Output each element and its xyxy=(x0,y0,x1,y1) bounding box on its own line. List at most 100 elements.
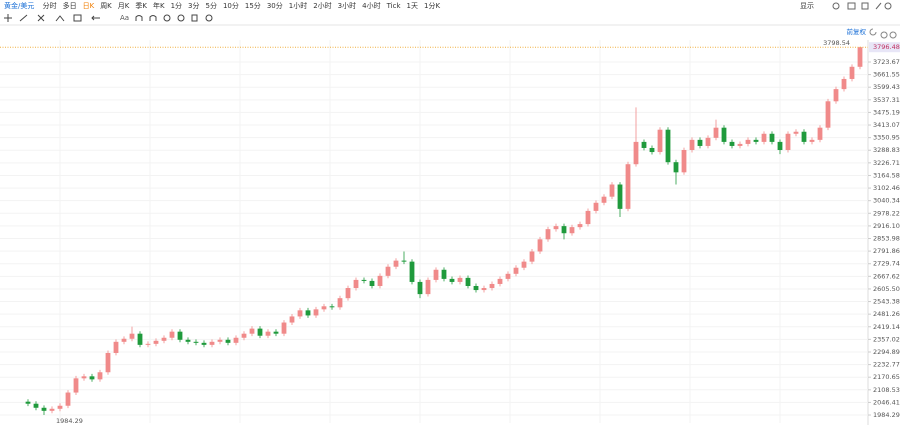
period-tab[interactable]: 周K xyxy=(100,2,112,10)
magnet-icon[interactable] xyxy=(135,15,143,22)
candle-body xyxy=(465,277,471,286)
candle-body xyxy=(145,343,151,345)
period-tab[interactable]: 5分 xyxy=(205,2,217,10)
candle-body xyxy=(153,340,159,344)
period-tab[interactable]: 月K xyxy=(117,2,130,10)
candle-body xyxy=(433,269,439,280)
candle-body xyxy=(257,328,263,336)
line-icon[interactable] xyxy=(19,14,28,22)
draw-icon[interactable] xyxy=(875,2,882,10)
pattern-icon[interactable] xyxy=(55,15,65,22)
period-tab[interactable]: 3分 xyxy=(188,2,200,10)
candle-body xyxy=(697,139,703,146)
candle-body xyxy=(505,273,511,279)
period-tab[interactable]: 1天 xyxy=(406,2,418,10)
eye-icon[interactable] xyxy=(163,14,171,22)
y-tick-label: 3413.07 xyxy=(873,121,900,129)
candle-body xyxy=(785,133,791,151)
period-tab[interactable]: 日K xyxy=(82,2,95,10)
crosshair-icon[interactable] xyxy=(4,14,12,22)
display-menu[interactable]: 显示 xyxy=(800,2,814,10)
period-tab[interactable]: 多日 xyxy=(62,2,77,10)
period-tab[interactable]: 年K xyxy=(152,2,165,10)
candle-body xyxy=(705,137,711,146)
period-tab[interactable]: 10分 xyxy=(222,2,239,10)
period-tab[interactable]: 1分 xyxy=(170,2,183,10)
y-tick-label: 3537.31 xyxy=(873,96,900,104)
period-tab[interactable]: 分时 xyxy=(42,2,57,10)
adjust-option[interactable]: 前复权 xyxy=(847,27,867,36)
period-tab[interactable]: 1分K xyxy=(424,2,441,10)
y-tick-label: 3350.95 xyxy=(873,134,900,142)
y-tick-label: 2791.86 xyxy=(873,247,900,255)
y-tick-label: 3102.46 xyxy=(873,184,900,192)
fullscreen-icon[interactable] xyxy=(884,2,892,10)
candle-body xyxy=(657,129,663,153)
candle-body xyxy=(481,288,487,291)
candle-body xyxy=(841,78,847,90)
period-tab[interactable]: Tick xyxy=(386,2,401,10)
candle-body xyxy=(41,407,47,411)
last-price-label: 3796.48 xyxy=(873,43,900,51)
y-tick-label: 3164.58 xyxy=(873,171,900,179)
y-tick-label: 3599.43 xyxy=(873,83,900,91)
candle-body xyxy=(121,338,127,342)
chart-controls[interactable] xyxy=(869,28,897,39)
candle-body xyxy=(737,143,743,146)
candle-body xyxy=(265,331,271,336)
camera-icon[interactable] xyxy=(847,2,856,10)
y-tick-label: 3288.83 xyxy=(873,146,900,154)
y-tick-label: 2543.38 xyxy=(873,298,900,306)
candle-body xyxy=(161,337,167,341)
layout-icon[interactable] xyxy=(861,2,869,10)
channel-icon[interactable] xyxy=(37,14,45,22)
hide-icon[interactable] xyxy=(177,14,185,22)
candle-body xyxy=(521,261,527,268)
candle-body xyxy=(81,376,87,379)
y-tick-label: 2108.53 xyxy=(873,386,900,394)
period-tab[interactable]: 15分 xyxy=(244,2,261,10)
candle-body xyxy=(281,322,287,334)
candle-body xyxy=(425,279,431,295)
candle-body xyxy=(385,266,391,276)
y-tick-label: 2978.22 xyxy=(873,209,900,217)
period-tab[interactable]: 季K xyxy=(135,2,147,10)
candle-body xyxy=(817,127,823,140)
candle-body xyxy=(809,139,815,142)
candle-body xyxy=(593,202,599,211)
period-tab[interactable]: 2小时 xyxy=(313,2,332,10)
candle-body xyxy=(345,288,351,299)
candle-body xyxy=(537,239,543,252)
min-price-label: 1984.29 xyxy=(56,417,83,425)
tool-settings-icon[interactable] xyxy=(205,14,213,22)
candle-body xyxy=(137,333,143,345)
candle-body xyxy=(193,341,199,343)
lock-icon[interactable] xyxy=(149,15,157,22)
shape-icon[interactable] xyxy=(73,14,82,22)
y-tick-label: 2729.74 xyxy=(873,260,900,268)
period-tab[interactable]: 3小时 xyxy=(337,2,357,10)
period-tab[interactable]: 4小时 xyxy=(362,2,381,10)
candle-body xyxy=(441,269,447,279)
symbol[interactable]: 黄金/美元 xyxy=(4,2,35,10)
arrow-icon[interactable] xyxy=(91,15,100,21)
candle-body xyxy=(721,127,727,142)
y-tick-label: 2605.50 xyxy=(873,285,900,293)
candle-body xyxy=(833,89,839,102)
candle-body xyxy=(617,184,623,209)
delete-icon[interactable] xyxy=(191,14,198,22)
candle-body xyxy=(473,285,479,291)
candle-body xyxy=(513,267,519,274)
candle-body xyxy=(497,278,503,284)
text-tool[interactable]: Aa xyxy=(120,14,130,22)
candle-body xyxy=(753,139,759,142)
candle-body xyxy=(417,281,423,295)
candle-body xyxy=(769,133,775,142)
y-tick-label: 3475.19 xyxy=(873,108,900,116)
candle-body xyxy=(849,66,855,79)
period-tab[interactable]: 1小时 xyxy=(288,2,308,10)
settings-icon[interactable] xyxy=(832,2,840,10)
period-tab[interactable]: 30分 xyxy=(266,2,283,10)
candle-body xyxy=(329,306,335,308)
